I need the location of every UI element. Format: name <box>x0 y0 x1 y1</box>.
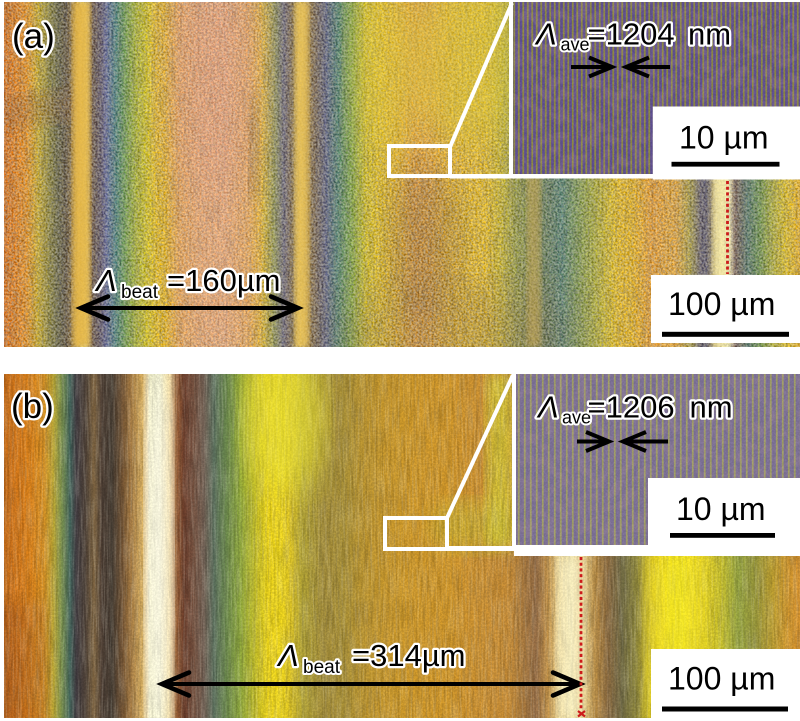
svg-text:nm: nm <box>690 390 733 425</box>
svg-text:=1204: =1204 <box>588 17 675 52</box>
svg-text:10 µm: 10 µm <box>679 120 769 156</box>
svg-text:Λ: Λ <box>536 390 559 425</box>
svg-text:beat: beat <box>303 657 341 678</box>
svg-text:ave: ave <box>561 35 590 55</box>
svg-text:ave: ave <box>562 408 591 428</box>
svg-text:(a): (a) <box>12 17 55 56</box>
svg-text:100 µm: 100 µm <box>668 661 775 697</box>
svg-text:10 µm: 10 µm <box>676 491 766 527</box>
svg-text:Λ: Λ <box>276 638 299 673</box>
svg-text:nm: nm <box>688 17 731 52</box>
svg-text:Λ: Λ <box>94 263 117 298</box>
svg-text:(b): (b) <box>11 387 54 426</box>
svg-text:=1206: =1206 <box>588 390 675 425</box>
svg-text:=314µm: =314µm <box>352 638 466 673</box>
svg-text:beat: beat <box>121 282 159 303</box>
svg-text:Λ: Λ <box>534 17 557 52</box>
svg-text:100 µm: 100 µm <box>668 286 775 322</box>
svg-text:=160µm: =160µm <box>167 263 281 298</box>
